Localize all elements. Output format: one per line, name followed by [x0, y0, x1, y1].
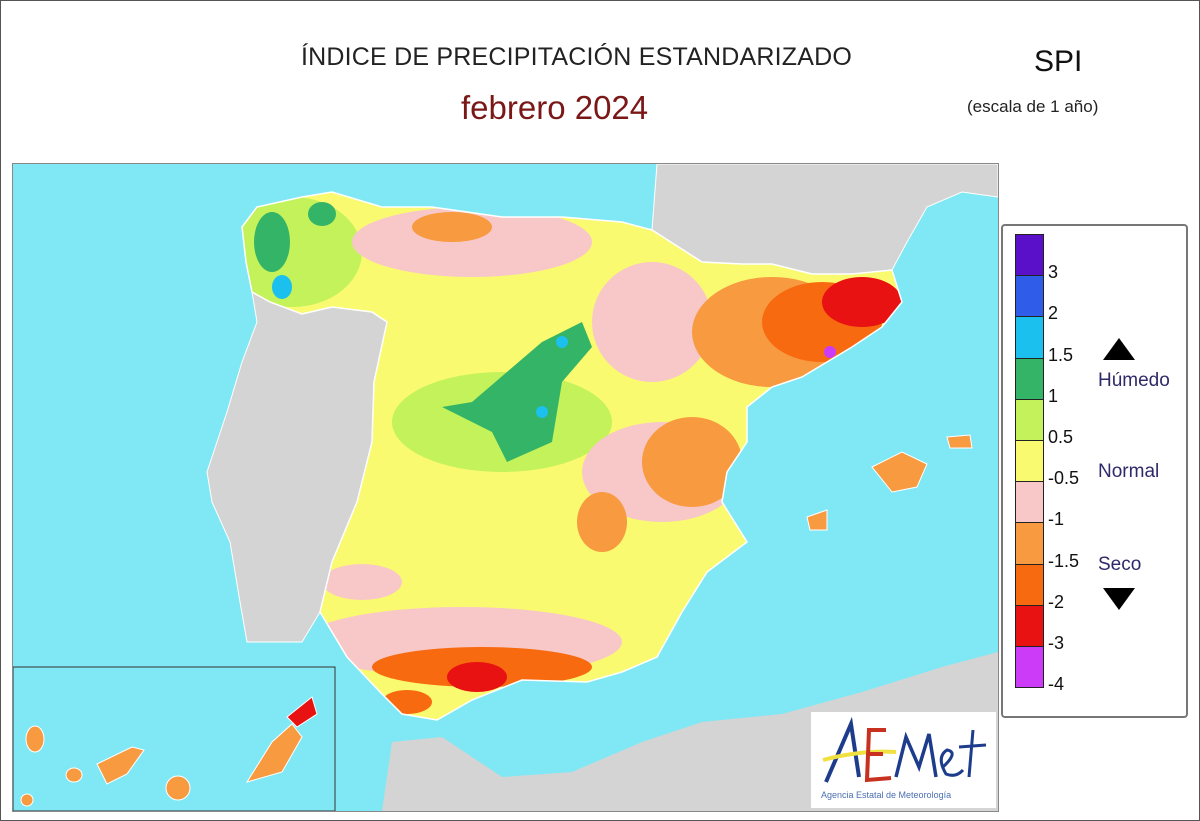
- legend-dry-label: Seco: [1098, 554, 1142, 575]
- legend-swatch: [1015, 357, 1044, 400]
- legend-swatch: [1015, 275, 1044, 318]
- spain-spi-map: [12, 163, 999, 812]
- legend-tick-label: 3: [1048, 262, 1059, 283]
- legend-swatch: [1015, 234, 1044, 277]
- legend-swatch: [1015, 481, 1044, 524]
- aemet-logo: Agencia Estatal de Meteorología: [811, 712, 996, 808]
- legend-tick-label: 1: [1048, 385, 1059, 406]
- legend-swatch: [1015, 440, 1044, 483]
- legend-tick-label: -1.5: [1048, 550, 1080, 571]
- triangle-down-icon: [1103, 588, 1135, 610]
- legend-swatch: [1015, 604, 1044, 647]
- index-abbreviation: SPI: [1034, 45, 1083, 78]
- map-subtitle-date: febrero 2024: [461, 89, 649, 126]
- map-title: ÍNDICE DE PRECIPITACIÓN ESTANDARIZADO: [301, 43, 852, 71]
- legend-tick-label: -1: [1048, 509, 1065, 530]
- legend-tick-label: -3: [1048, 633, 1065, 653]
- legend-tick-label: -2: [1048, 591, 1065, 612]
- legend-tick-label: 0.5: [1048, 427, 1074, 447]
- legend-swatch: [1015, 398, 1044, 441]
- legend-normal-label: Normal: [1098, 461, 1160, 482]
- legend-tick-label: -0.5: [1048, 468, 1080, 489]
- legend-tick-label: 1.5: [1048, 344, 1074, 365]
- spi-legend: 3 2 1.5 1 0.5 -0.5 -1 -1.5 -2 -3 -4 Húmedo Normal Sec…: [1001, 224, 1188, 718]
- legend-swatch: [1015, 522, 1044, 565]
- legend-swatch: [1015, 646, 1044, 689]
- canary-islands-inset: [13, 666, 336, 811]
- balearic-islands: [806, 434, 973, 531]
- spi-color-fields: [242, 197, 902, 714]
- scale-note: (escala de 1 año): [967, 97, 1099, 116]
- legend-swatch: [1015, 563, 1044, 606]
- aemet-logo-mark: [822, 716, 987, 783]
- legend-tick-label: 2: [1048, 303, 1059, 324]
- legend-wet-label: Húmedo: [1098, 370, 1170, 391]
- triangle-up-icon: [1103, 338, 1135, 360]
- legend-swatch: [1015, 316, 1044, 359]
- legend-tick-label: -4: [1048, 674, 1065, 695]
- aemet-logo-caption: Agencia Estatal de Meteorología: [821, 790, 952, 800]
